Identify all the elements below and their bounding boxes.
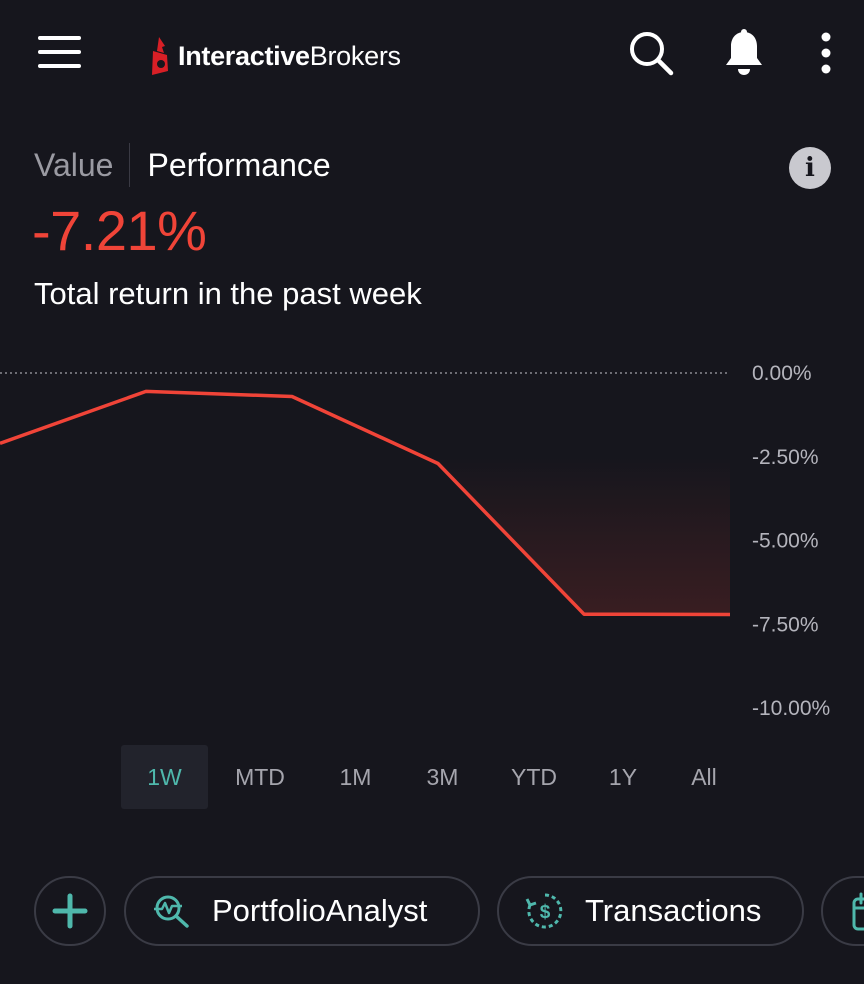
performance-line <box>0 389 731 617</box>
transactions-icon: $ <box>525 891 565 931</box>
svg-text:$: $ <box>540 902 551 923</box>
portfolio-analyst-icon <box>154 894 190 928</box>
transactions-button[interactable]: $ Transactions <box>497 876 804 946</box>
portfolio-analyst-label: PortfolioAnalyst <box>212 893 428 928</box>
total-return-value: -7.21% <box>32 199 207 262</box>
info-icon[interactable]: i <box>789 147 831 189</box>
range-ytd[interactable]: YTD <box>511 763 557 790</box>
y-tick-label: -7.50% <box>752 613 819 636</box>
value-performance-toggle: Value Performance <box>34 140 331 190</box>
logo-mark-icon <box>152 37 168 75</box>
time-range-selector: 1W MTD 1M 3M YTD 1Y All <box>121 745 744 809</box>
range-all[interactable]: All <box>691 763 717 790</box>
y-tick-label: 0.00% <box>752 362 812 385</box>
more-vertical-icon[interactable] <box>806 28 846 78</box>
menu-icon[interactable] <box>38 36 82 68</box>
tab-performance[interactable]: Performance <box>147 146 331 183</box>
logo-text-light: Brokers <box>309 40 401 71</box>
next-action-button[interactable] <box>821 876 864 946</box>
quick-actions: PortfolioAnalyst $ Transactions <box>0 876 864 950</box>
tab-value[interactable]: Value <box>34 146 114 183</box>
range-1w[interactable]: 1W <box>121 745 208 809</box>
performance-chart[interactable]: 0.00% -2.50% -5.00% -7.50% -10.00% <box>0 340 864 740</box>
portfolio-analyst-button[interactable]: PortfolioAnalyst <box>124 876 480 946</box>
transactions-label: Transactions <box>585 893 762 928</box>
range-1y[interactable]: 1Y <box>608 763 638 790</box>
plus-icon <box>52 893 88 929</box>
top-bar: InteractiveBrokers <box>0 0 864 110</box>
range-3m[interactable]: 3M <box>426 763 459 790</box>
toggle-divider <box>129 143 131 187</box>
add-button[interactable] <box>34 876 106 946</box>
total-return-caption: Total return in the past week <box>34 276 422 311</box>
y-tick-label: -5.00% <box>752 530 819 553</box>
chart-area-fill <box>438 456 730 615</box>
bell-icon[interactable] <box>719 28 769 78</box>
search-icon[interactable] <box>626 28 676 78</box>
logo-text-bold: Interactive <box>178 40 310 71</box>
interactive-brokers-logo: InteractiveBrokers <box>150 34 401 78</box>
y-tick-label: -2.50% <box>752 446 819 469</box>
range-1m[interactable]: 1M <box>339 763 372 790</box>
y-axis-ticks: 0.00% -2.50% -5.00% -7.50% -10.00% <box>752 362 830 720</box>
y-tick-label: -10.00% <box>752 697 830 720</box>
calendar-icon <box>851 891 864 931</box>
range-mtd[interactable]: MTD <box>235 763 285 790</box>
